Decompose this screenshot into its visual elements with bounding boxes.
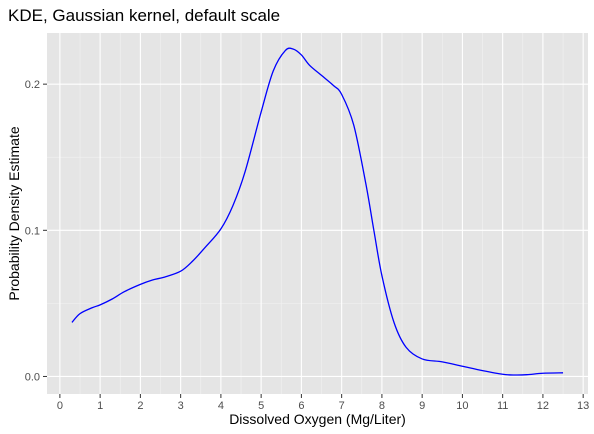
x-tick-label: 6 — [298, 400, 304, 412]
minor-gridlines — [47, 33, 588, 394]
x-tick-label: 9 — [419, 400, 425, 412]
plot-panel — [47, 33, 588, 394]
x-tick-label: 13 — [577, 400, 589, 412]
density-curve — [71, 47, 564, 376]
x-tick-label: 5 — [258, 400, 264, 412]
x-tick-label: 12 — [537, 400, 549, 412]
x-axis-title: Dissolved Oxygen (Mg/Liter) — [229, 411, 406, 427]
x-tick-label: 1 — [97, 400, 103, 412]
y-tick-label: 0.0 — [25, 371, 40, 383]
x-tick-label: 8 — [379, 400, 385, 412]
x-tick-label: 2 — [137, 400, 143, 412]
y-axis-title: Probability Density Estimate — [6, 126, 22, 301]
x-axis: 0 1 2 3 4 5 6 7 8 9 10 11 12 13 — [57, 394, 589, 412]
x-tick-label: 11 — [497, 400, 508, 412]
major-gridlines — [47, 33, 588, 394]
y-tick-label: 0.2 — [25, 79, 40, 91]
x-tick-label: 10 — [456, 400, 468, 412]
x-tick-label: 7 — [339, 400, 345, 412]
x-tick-label: 0 — [57, 400, 63, 412]
x-tick-label: 4 — [218, 400, 224, 412]
chart-title: KDE, Gaussian kernel, default scale — [8, 6, 280, 25]
x-tick-label: 3 — [178, 400, 184, 412]
y-tick-label: 0.1 — [25, 225, 40, 237]
y-axis: 0.0 0.1 0.2 — [25, 79, 47, 383]
